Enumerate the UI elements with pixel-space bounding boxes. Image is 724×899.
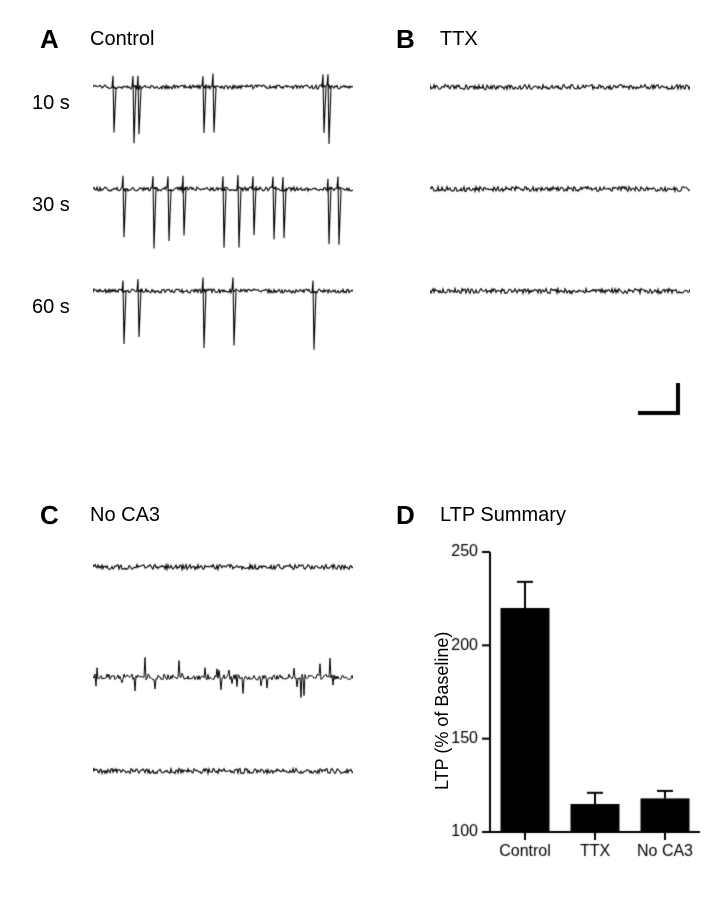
trace-b-30s (430, 167, 690, 252)
row-label-30s: 30 s (32, 194, 70, 217)
panel-d-title: LTP Summary (440, 504, 566, 527)
row-label-60s: 60 s (32, 296, 70, 319)
trace-b-60s (430, 269, 690, 354)
trace-c-30s (93, 647, 353, 732)
scale-bar (628, 378, 698, 428)
trace-b-10s (430, 65, 690, 150)
trace-c-10s (93, 545, 353, 630)
panel-c-title: No CA3 (90, 504, 160, 527)
panel-b-title: TTX (440, 28, 478, 51)
trace-c-60s (93, 749, 353, 834)
panel-a-label: A (40, 24, 59, 55)
trace-a-30s (93, 167, 353, 252)
panel-b-label: B (396, 24, 415, 55)
trace-a-60s (93, 269, 353, 354)
panel-c-label: C (40, 500, 59, 531)
trace-a-10s (93, 65, 353, 150)
panel-d-label: D (396, 500, 415, 531)
panel-a-title: Control (90, 28, 154, 51)
ltp-bar-chart (430, 532, 710, 872)
row-label-10s: 10 s (32, 92, 70, 115)
y-axis-label: LTP (% of Baseline) (432, 632, 453, 790)
